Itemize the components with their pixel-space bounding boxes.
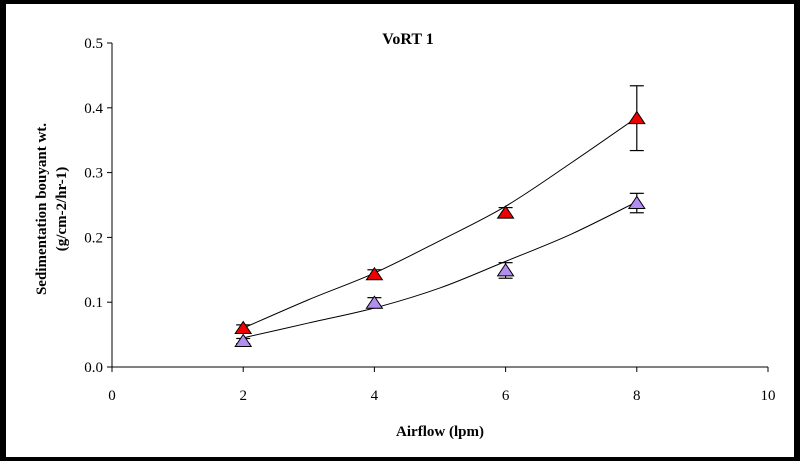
series-2-point — [234, 333, 253, 347]
series-1-point — [365, 266, 384, 281]
x-tick-label: 0 — [108, 388, 116, 404]
series-2-point — [496, 262, 515, 277]
y-tick-label: 0.4 — [84, 101, 103, 117]
series-1-point — [496, 205, 515, 219]
chart-title: VoRT 1 — [382, 31, 433, 48]
series-1-point — [627, 110, 646, 125]
x-axis-title: Airflow (lpm) — [396, 424, 484, 440]
y-axis-title-line2: (g/cm-2/hr-1) — [54, 167, 70, 251]
series-2-point — [365, 295, 384, 309]
x-tick-label: 8 — [633, 388, 641, 404]
y-tick-label: 0.5 — [84, 36, 103, 52]
y-tick-label: 0.2 — [84, 230, 103, 246]
y-axis-title: Sedimentation bouyant wt. (g/cm-2/hr-1) — [34, 123, 70, 295]
y-axis-title-line1: Sedimentation bouyant wt. — [34, 123, 50, 295]
x-tick-label: 6 — [502, 388, 510, 404]
chart-frame: VoRT 1 Sedimentation bouyant wt. (g/cm-2… — [6, 4, 794, 457]
x-tick-label: 2 — [239, 388, 247, 404]
x-tick-label: 10 — [761, 388, 776, 404]
y-tick-label: 0.3 — [84, 166, 103, 182]
plot-area: 0.0 0.1 0.2 0.3 0.4 0.5 0 2 4 6 8 10 — [84, 36, 775, 404]
y-tick-label: 0.0 — [84, 360, 103, 376]
y-tick-label: 0.1 — [84, 295, 103, 311]
series-1-point — [234, 320, 253, 335]
x-tick-label: 4 — [371, 388, 379, 404]
series-1-fit-curve — [243, 117, 638, 329]
series-2-point — [627, 195, 646, 209]
chart-svg: VoRT 1 Sedimentation bouyant wt. (g/cm-2… — [34, 31, 776, 440]
series-2-fit-curve — [243, 201, 638, 339]
